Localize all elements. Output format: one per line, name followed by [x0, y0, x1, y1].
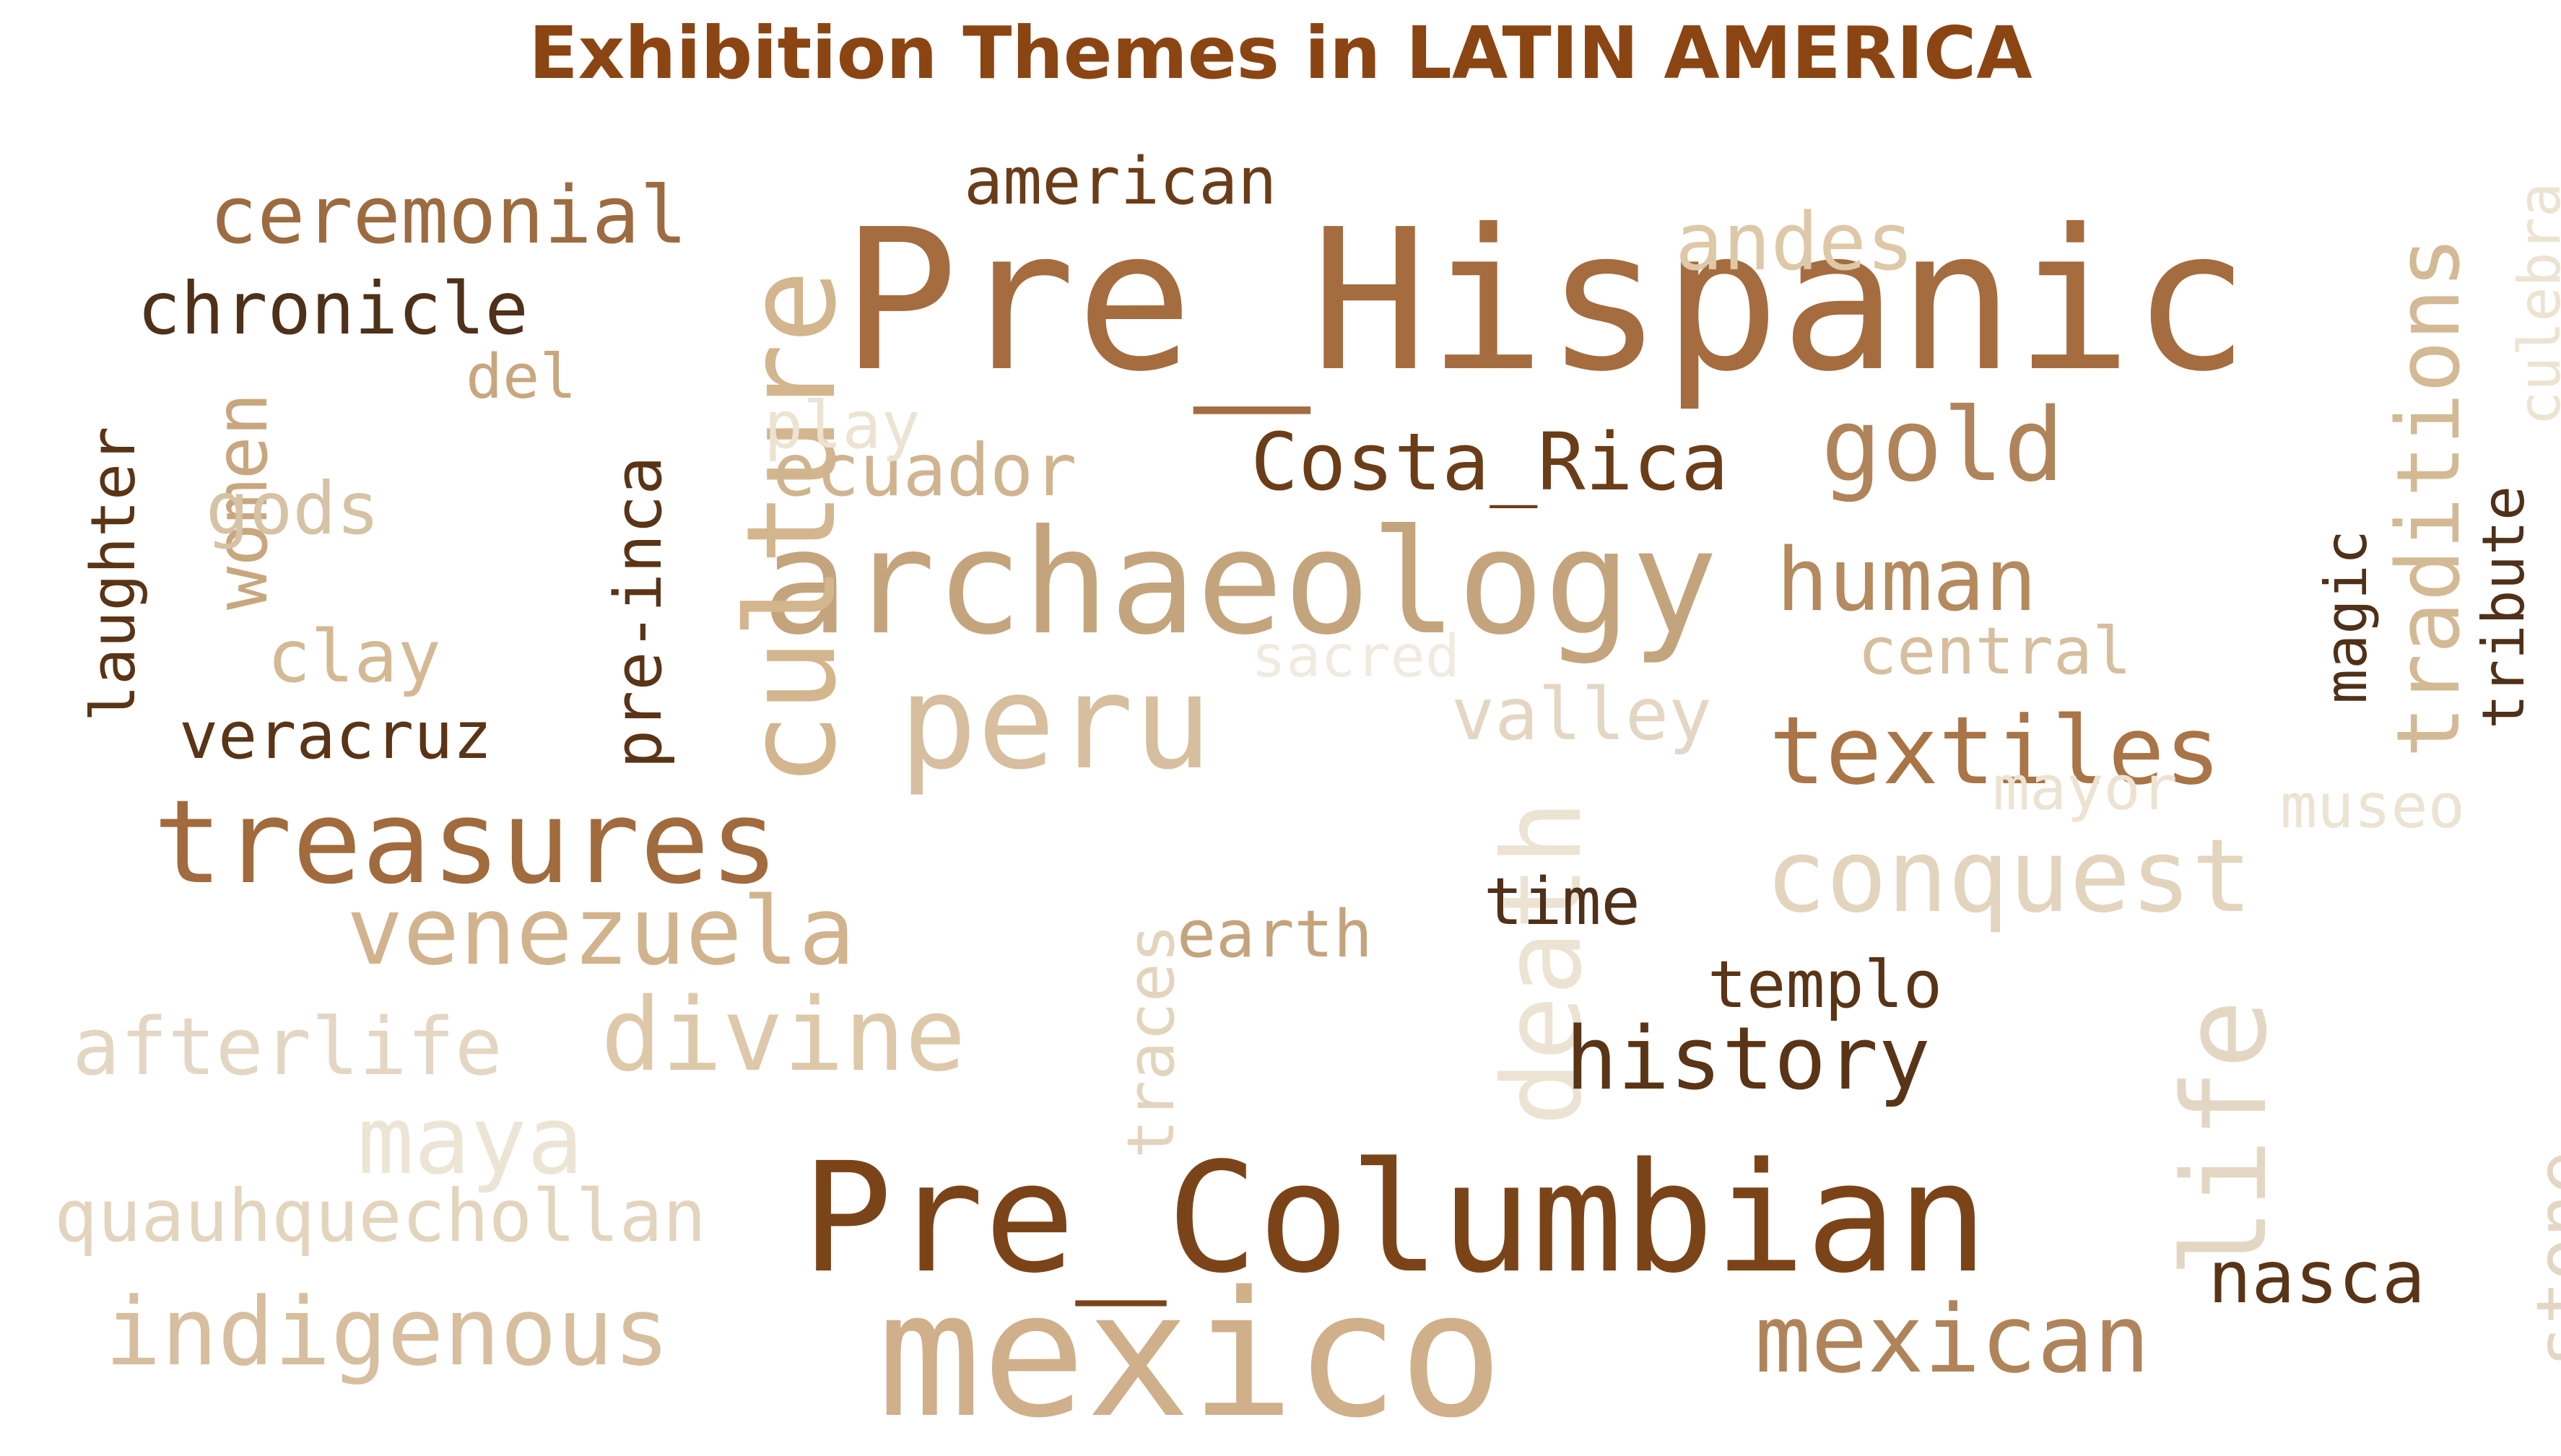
cloud-title: Exhibition Themes in LATIN AMERICA	[529, 11, 2032, 95]
word-andes: andes	[1675, 196, 1915, 288]
word-divine: divine	[601, 977, 966, 1094]
word-laughter: laughter	[78, 426, 149, 722]
word-traces: traces	[1113, 923, 1189, 1159]
word-central: central	[1858, 614, 2132, 689]
word-mayor: mayor	[1993, 753, 2178, 824]
word-treasures: treasures	[153, 775, 779, 910]
word-gold: gold	[1821, 387, 2065, 505]
word-cloud: Exhibition Themes in LATIN AMERICA Pre_H…	[54, 11, 2561, 1442]
word-mexican: mexican	[1755, 1284, 2150, 1394]
word-magic: magic	[2313, 530, 2380, 704]
word-traditions: traditions	[2379, 236, 2479, 758]
word-maya: maya	[357, 1086, 584, 1195]
word-valley: valley	[1451, 672, 1713, 757]
word-nasca: nasca	[2208, 1235, 2426, 1320]
word-costa-rica: Costa_Rica	[1251, 416, 1729, 508]
word-sacred: sacred	[1251, 623, 1460, 690]
word-del: del	[466, 341, 577, 413]
word-clay: clay	[267, 614, 441, 699]
word-chronicle: chronicle	[137, 266, 529, 351]
word-archaeology: archaeology	[762, 499, 1718, 667]
word-culebra: culebra	[2506, 182, 2561, 426]
word-mexico: mexico	[877, 1254, 1503, 1456]
word-afterlife: afterlife	[72, 1001, 503, 1093]
word-quauhquechollan: quauhquechollan	[54, 1174, 707, 1258]
word-american: american	[964, 144, 1277, 219]
word-history: history	[1565, 1009, 1931, 1110]
word-ecuador: ecuador	[773, 428, 1077, 513]
word-textiles: textiles	[1769, 696, 2222, 806]
word-conquest: conquest	[1765, 818, 2253, 936]
word-peru: peru	[899, 648, 1212, 798]
word-tribute: tribute	[2470, 485, 2537, 729]
word-time: time	[1484, 864, 1640, 940]
word-venezuela: venezuela	[347, 876, 856, 986]
word-pre-hispanic: Pre_Hispanic	[841, 187, 2250, 414]
word-pre-columbian: Pre_Columbian	[801, 1130, 1988, 1307]
word-gods: gods	[206, 466, 380, 551]
word-play: play	[764, 388, 921, 463]
word-ceremonial: ceremonial	[209, 169, 688, 261]
word-pre-inca: pre-inca	[601, 455, 677, 769]
word-veracruz: veracruz	[179, 698, 492, 774]
word-earth: earth	[1177, 897, 1373, 972]
word-culture: culture	[721, 269, 864, 787]
word-museo: museo	[2280, 771, 2465, 842]
word-templo: templo	[1708, 947, 1943, 1023]
word-stone: stone	[2521, 1150, 2561, 1368]
word-human: human	[1776, 531, 2038, 631]
word-indigenous: indigenous	[105, 1277, 670, 1387]
